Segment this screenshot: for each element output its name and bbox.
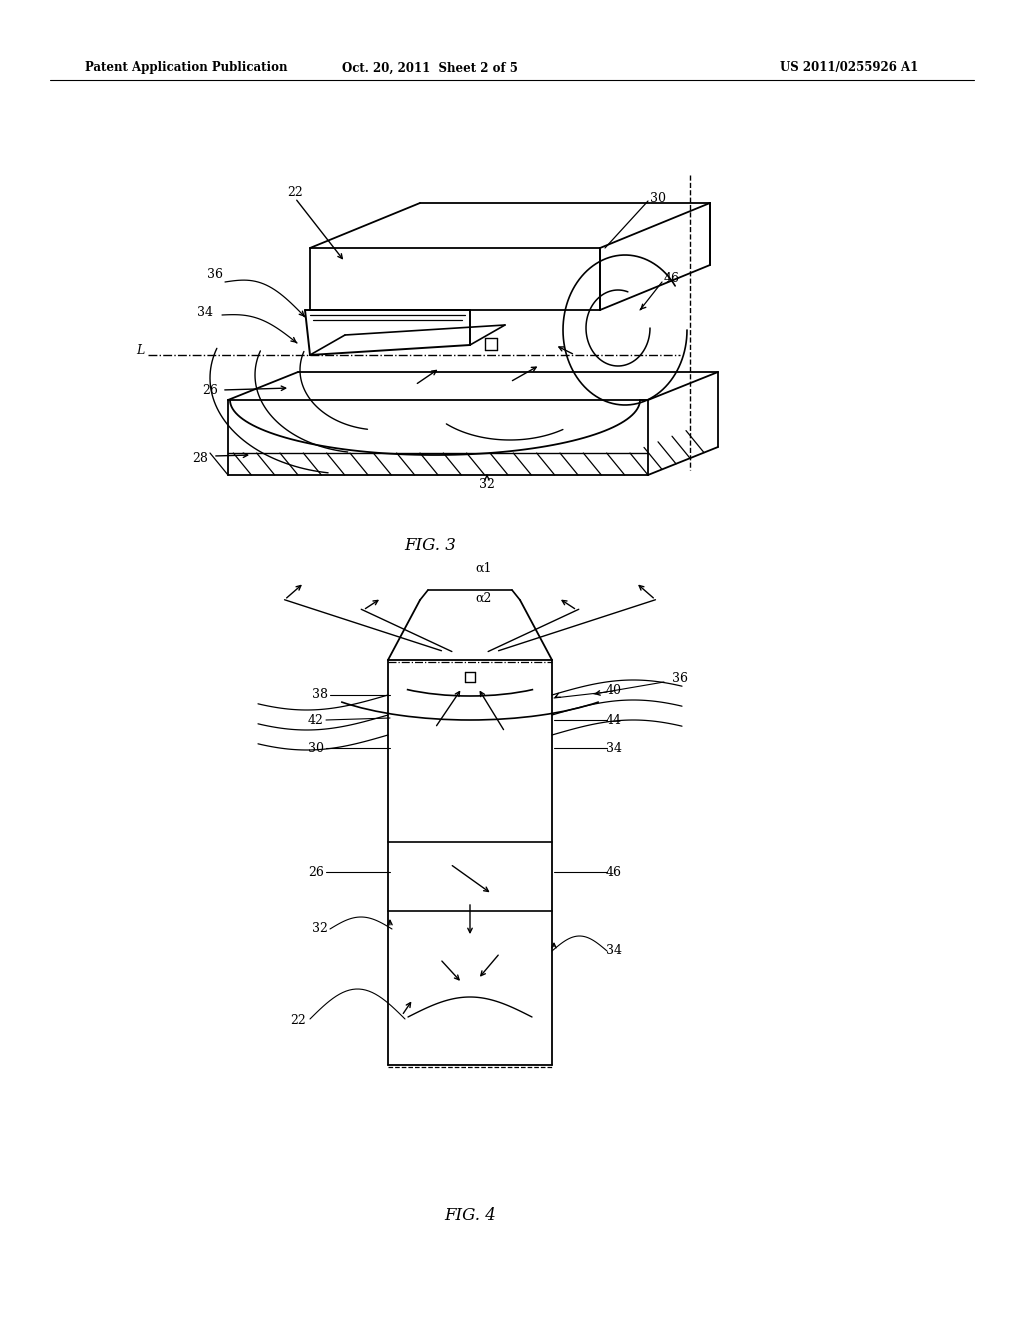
Text: 36: 36 (207, 268, 223, 281)
Text: FIG. 4: FIG. 4 (444, 1206, 496, 1224)
Text: 46: 46 (606, 866, 622, 879)
Text: 46: 46 (664, 272, 680, 285)
Text: α2: α2 (475, 591, 492, 605)
Text: 36: 36 (672, 672, 688, 685)
Text: 26: 26 (308, 866, 324, 879)
Text: FIG. 3: FIG. 3 (404, 536, 456, 553)
Text: 30: 30 (650, 191, 666, 205)
Text: 34: 34 (606, 742, 622, 755)
Text: 34: 34 (606, 945, 622, 957)
Text: 22: 22 (290, 1015, 306, 1027)
Text: 34: 34 (197, 305, 213, 318)
Text: 42: 42 (308, 714, 324, 726)
Text: 22: 22 (287, 186, 303, 198)
Text: 40: 40 (606, 684, 622, 697)
Text: 30: 30 (308, 742, 324, 755)
Text: US 2011/0255926 A1: US 2011/0255926 A1 (780, 62, 919, 74)
Text: 44: 44 (606, 714, 622, 726)
Text: 32: 32 (479, 478, 495, 491)
Text: Patent Application Publication: Patent Application Publication (85, 62, 288, 74)
Text: 28: 28 (193, 451, 208, 465)
Text: 32: 32 (312, 923, 328, 936)
Text: 38: 38 (312, 689, 328, 701)
Text: α1: α1 (475, 561, 492, 574)
Text: 26: 26 (202, 384, 218, 396)
Text: Oct. 20, 2011  Sheet 2 of 5: Oct. 20, 2011 Sheet 2 of 5 (342, 62, 518, 74)
Text: L: L (136, 343, 144, 356)
